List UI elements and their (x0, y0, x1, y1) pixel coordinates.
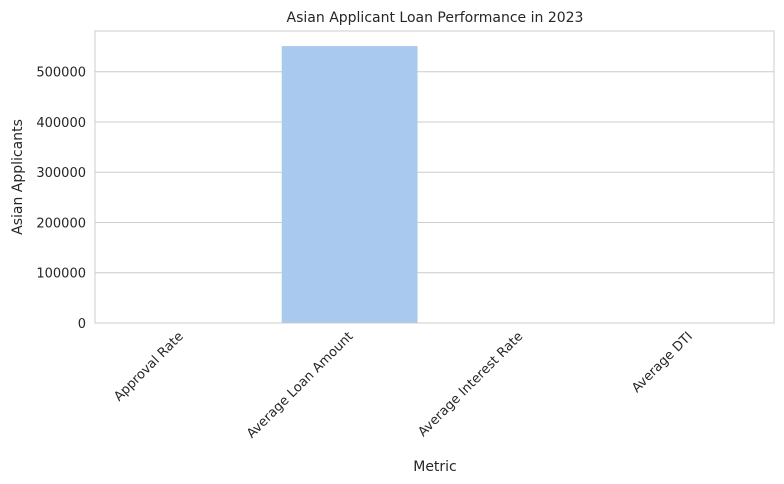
plot-frame (94, 30, 775, 324)
x-tick-label: Average Interest Rate (415, 329, 526, 440)
bar (281, 46, 418, 323)
x-axis-label: Metric (413, 459, 457, 475)
y-tick-labels: 0 100000 200000 300000 400000 500000 (36, 66, 86, 332)
y-tick-label: 500000 (36, 66, 86, 81)
y-tick-label: 400000 (36, 116, 86, 131)
chart-title: Asian Applicant Loan Performance in 2023 (287, 10, 584, 26)
y-tick-label: 100000 (36, 267, 86, 282)
y-tick-label: 0 (78, 317, 86, 332)
x-tick-labels: Approval Rate Average Loan Amount Average … (111, 329, 696, 441)
x-tick-label: Average DTI (629, 329, 696, 396)
y-tick-label: 300000 (36, 166, 86, 181)
y-axis-label: Asian Applicants (10, 119, 26, 235)
bars (111, 46, 758, 323)
grid-lines (95, 71, 774, 324)
x-tick-label: Approval Rate (111, 329, 186, 404)
x-tick-label: Average Loan Amount (244, 329, 356, 441)
y-tick-label: 200000 (36, 216, 86, 231)
